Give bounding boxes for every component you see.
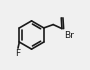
Text: F: F bbox=[15, 49, 20, 58]
Text: Br: Br bbox=[64, 31, 74, 40]
